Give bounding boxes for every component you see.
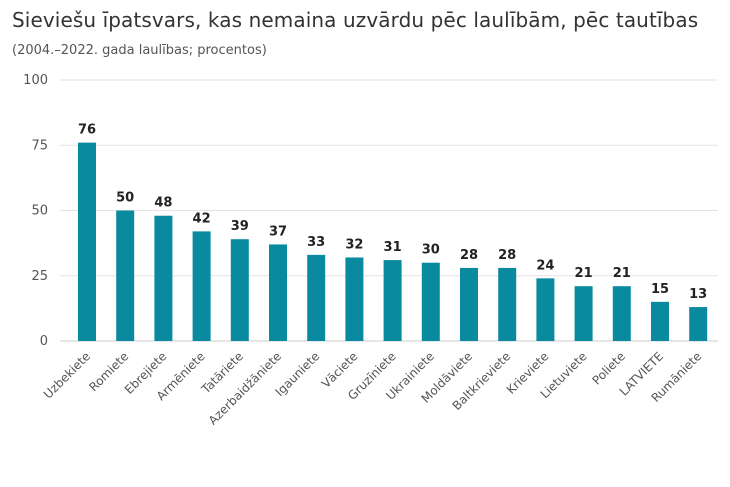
data-label: 21 (613, 266, 631, 281)
bar (574, 286, 593, 341)
bar (421, 262, 440, 341)
bar (651, 301, 669, 341)
data-label: 28 (460, 248, 478, 263)
bar (498, 267, 517, 341)
bar (154, 215, 173, 341)
bar (460, 267, 478, 341)
y-axis: 0 25 50 75 100 (23, 73, 48, 349)
y-tick-label: 0 (40, 334, 48, 349)
data-label: 13 (689, 287, 707, 302)
chart-subtitle: (2004.–2022. gada laulības; procentos) (12, 43, 267, 58)
data-label: 42 (193, 211, 211, 226)
data-label: 76 (78, 123, 96, 138)
data-label: 33 (307, 235, 325, 250)
x-tick-label: Poliete (590, 349, 628, 387)
data-label: 37 (269, 224, 287, 239)
y-tick-label: 75 (31, 138, 48, 153)
x-axis: UzbekieteRomieteEbrejieteArmēnieteTatāri… (41, 349, 704, 427)
data-label: 32 (345, 237, 363, 252)
data-label: 15 (651, 282, 669, 297)
data-label: 24 (536, 258, 554, 273)
bar (536, 278, 555, 341)
bar (612, 286, 631, 341)
data-label: 21 (575, 266, 593, 281)
data-label: 50 (116, 191, 134, 206)
bar (230, 239, 249, 341)
data-label: 31 (384, 240, 402, 255)
bar (689, 307, 708, 341)
chart-title: Sieviešu īpatsvars, kas nemaina uzvārdu … (12, 8, 699, 32)
bar (78, 142, 96, 341)
bar (345, 257, 364, 341)
y-tick-label: 25 (31, 269, 48, 284)
data-labels: 76 50 48 42 39 37 33 32 31 30 28 28 24 21 21 15 13 (78, 123, 707, 302)
data-label: 30 (422, 243, 440, 258)
bar (383, 260, 402, 341)
bars (78, 142, 708, 341)
x-tick-label: Uzbekiete (41, 349, 93, 401)
bar (116, 210, 135, 341)
y-tick-label: 50 (31, 204, 48, 219)
data-label: 39 (231, 219, 249, 234)
bar (192, 231, 211, 341)
bar (269, 244, 287, 341)
data-label: 48 (154, 196, 172, 211)
y-tick-label: 100 (23, 73, 48, 88)
bar (307, 254, 326, 341)
data-label: 28 (498, 248, 516, 263)
